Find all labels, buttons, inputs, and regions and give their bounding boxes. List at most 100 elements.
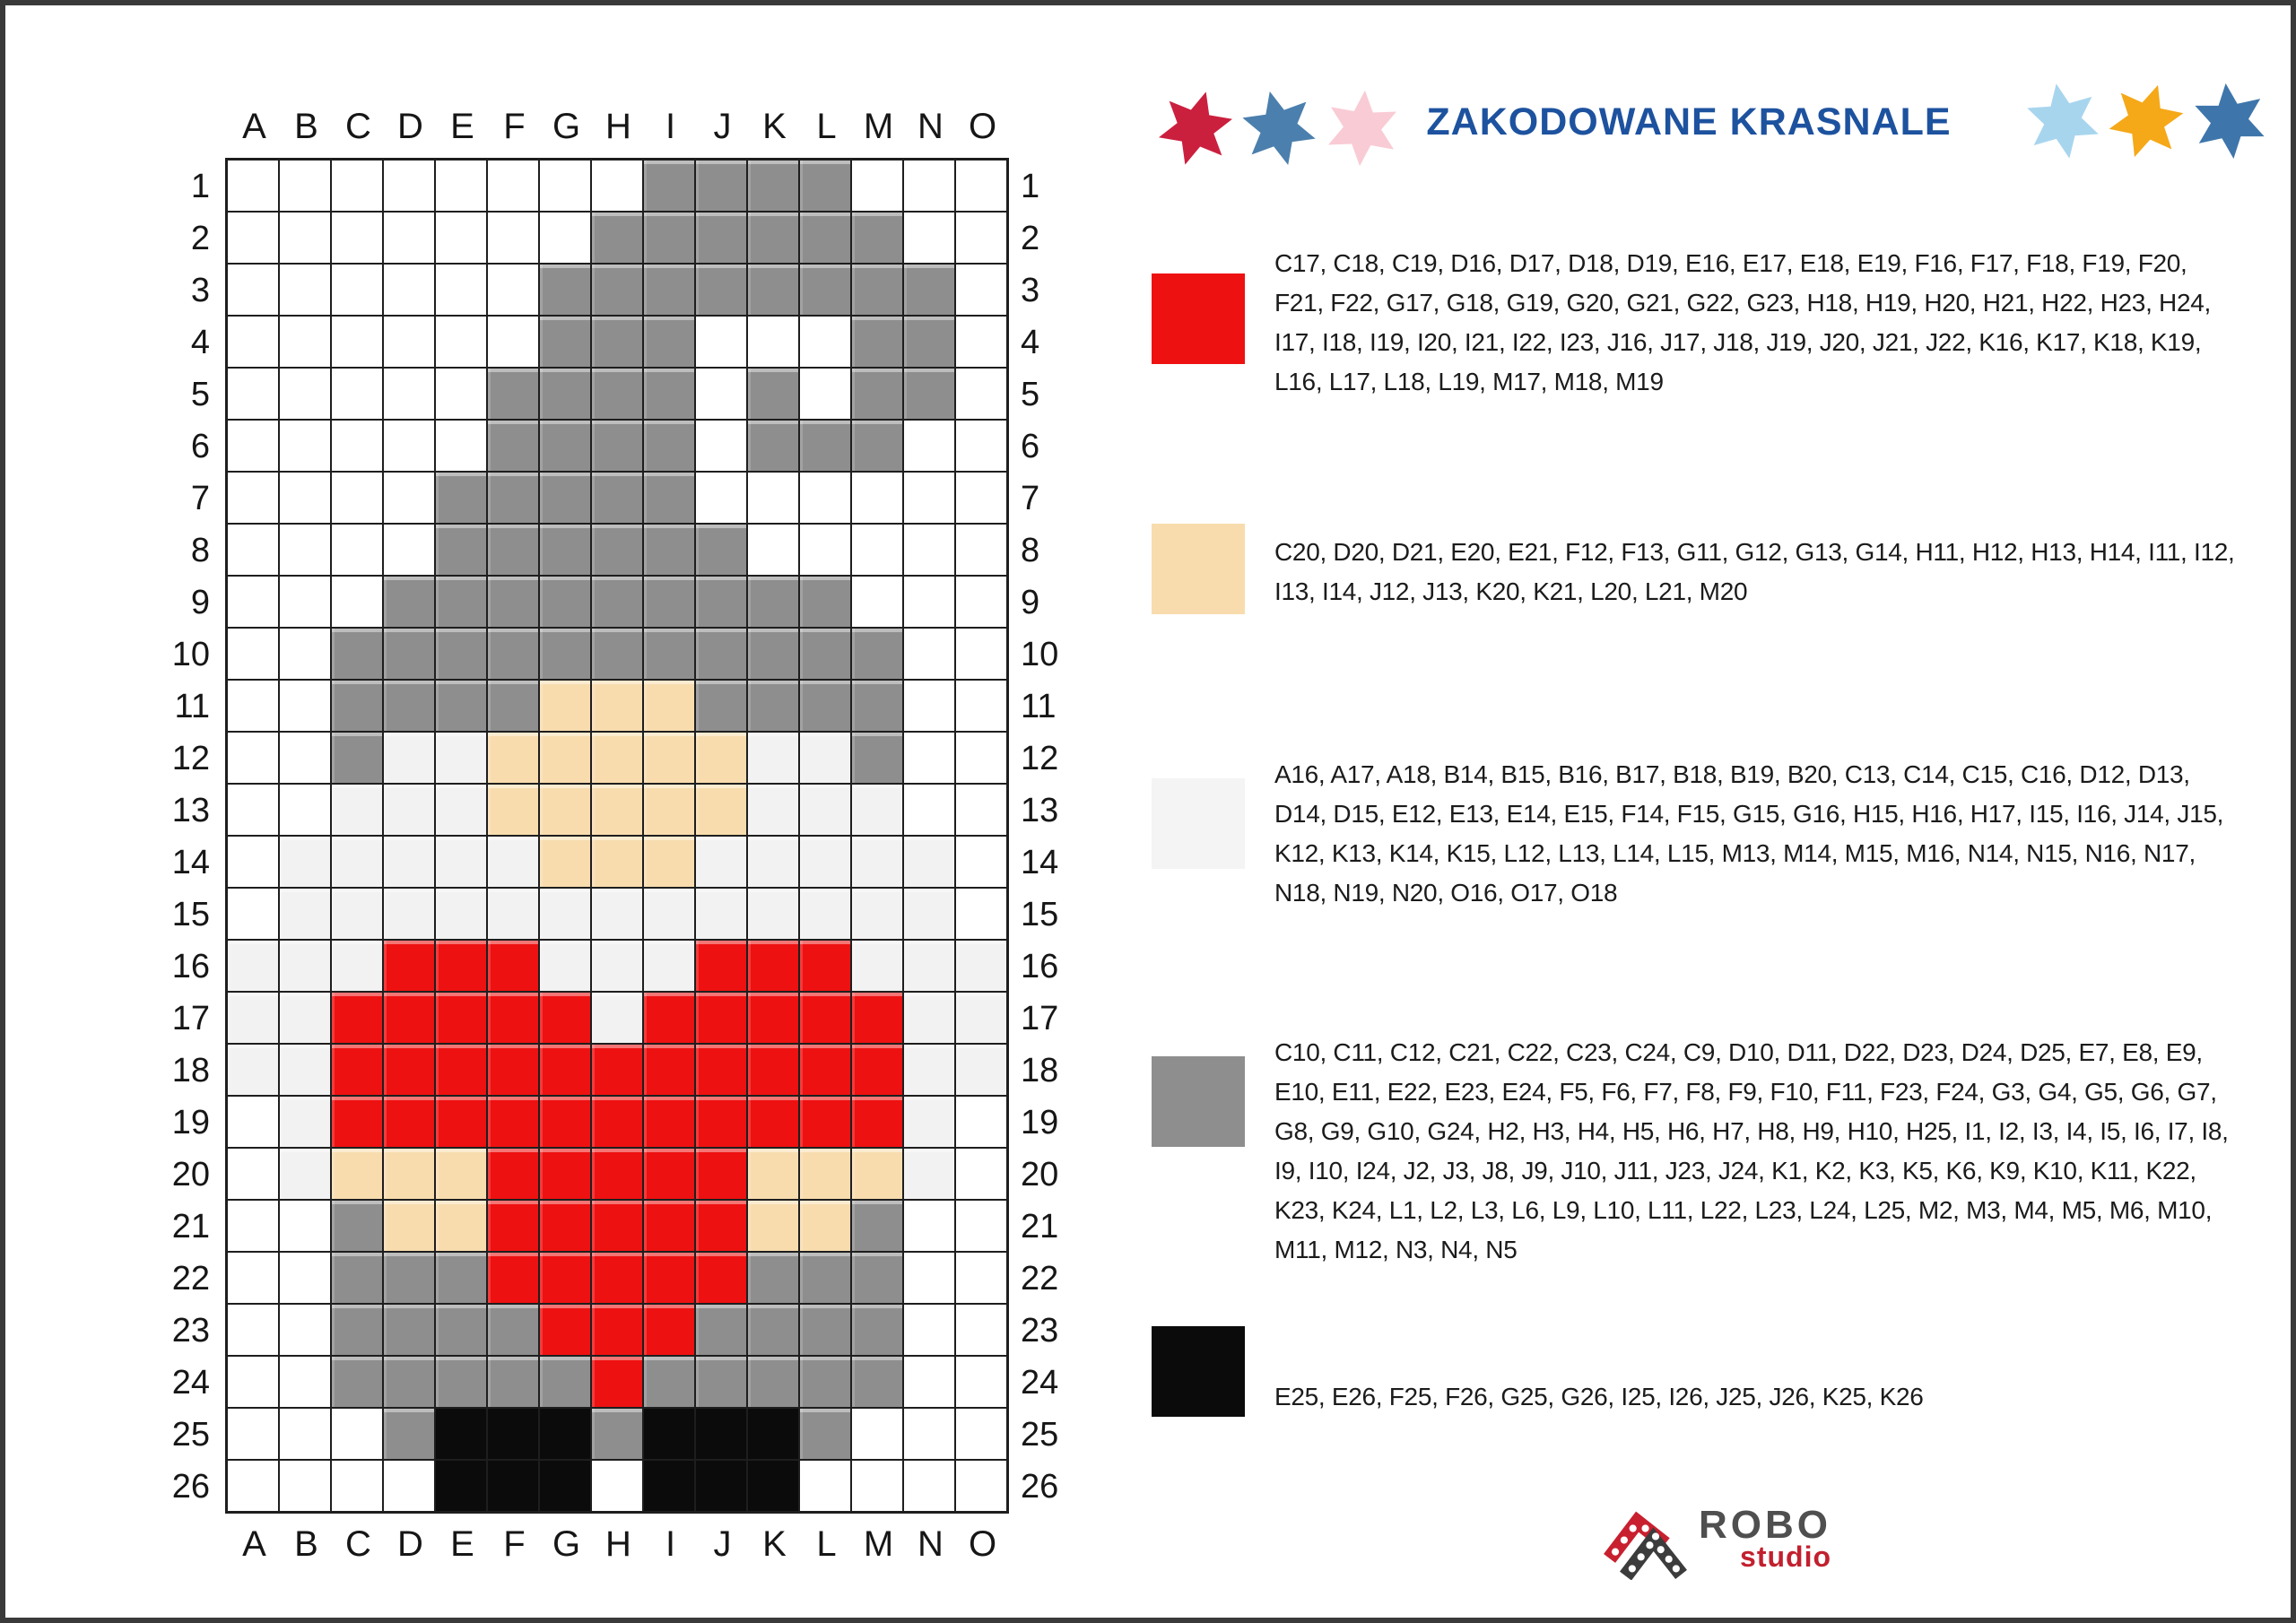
row-number-12: 12 <box>171 739 210 777</box>
grid-cell-L20 <box>800 1149 850 1199</box>
grid-cell-I2 <box>644 213 694 263</box>
grid-cell-G1 <box>540 161 590 211</box>
grid-cell-A24 <box>228 1357 278 1407</box>
grid-cell-H13 <box>592 785 642 835</box>
row-number-19: 19 <box>1021 1103 1059 1141</box>
grid-cell-J26 <box>696 1461 746 1511</box>
grid-cell-D9 <box>384 577 434 627</box>
row-number-20: 20 <box>171 1155 210 1193</box>
grid-cell-I15 <box>644 889 694 939</box>
grid-cell-E2 <box>436 213 486 263</box>
grid-cell-K11 <box>748 681 798 731</box>
row-number-3: 3 <box>1021 271 1040 309</box>
legend-row-red: C17, C18, C19, D16, D17, D18, D19, E16, … <box>1152 249 2239 402</box>
grid-cell-O19 <box>956 1097 1006 1147</box>
grid-cell-O14 <box>956 837 1006 887</box>
grid-cell-C9 <box>332 577 382 627</box>
grid-cell-O25 <box>956 1409 1006 1459</box>
grid-cell-J25 <box>696 1409 746 1459</box>
column-letter-F: F <box>503 107 525 146</box>
column-letter-I: I <box>665 107 675 146</box>
grid-cell-D7 <box>384 473 434 523</box>
star-orange <box>2109 84 2184 158</box>
grid-cell-O26 <box>956 1461 1006 1511</box>
grid-cell-A22 <box>228 1253 278 1303</box>
column-letter-N: N <box>918 1524 944 1564</box>
grid-cell-J16 <box>696 941 746 991</box>
grid-cell-H17 <box>592 993 642 1043</box>
grid-cell-G19 <box>540 1097 590 1147</box>
grid-cell-F16 <box>488 941 538 991</box>
page-title: ZAKODOWANE KRASNALE <box>1426 100 1952 143</box>
grid-cell-E15 <box>436 889 486 939</box>
column-letter-L: L <box>816 107 836 146</box>
row-number-10: 10 <box>171 635 210 673</box>
grid-cell-G2 <box>540 213 590 263</box>
grid-cell-A25 <box>228 1409 278 1459</box>
row-number-7: 7 <box>1021 479 1040 517</box>
row-number-2: 2 <box>1021 219 1040 257</box>
grid-cell-K21 <box>748 1201 798 1251</box>
grid-cell-A7 <box>228 473 278 523</box>
column-letter-K: K <box>762 1524 787 1564</box>
grid-cell-C3 <box>332 265 382 315</box>
grid-cell-I16 <box>644 941 694 991</box>
grid-cell-A20 <box>228 1149 278 1199</box>
grid-cell-D12 <box>384 733 434 783</box>
grid-cell-I24 <box>644 1357 694 1407</box>
grid-cell-K22 <box>748 1253 798 1303</box>
grid-cell-E19 <box>436 1097 486 1147</box>
column-letter-M: M <box>863 1524 893 1564</box>
column-letter-M: M <box>863 107 893 146</box>
grid-cell-B9 <box>280 577 330 627</box>
grid-cell-A11 <box>228 681 278 731</box>
grid-cell-N15 <box>904 889 954 939</box>
grid-cell-C17 <box>332 993 382 1043</box>
legend-swatch-black <box>1152 1326 1245 1417</box>
column-letter-J: J <box>713 1524 732 1564</box>
grid-cell-L7 <box>800 473 850 523</box>
row-number-5: 5 <box>1021 375 1040 413</box>
grid-cell-H18 <box>592 1045 642 1095</box>
legend-row-light: A16, A17, A18, B14, B15, B16, B17, B18, … <box>1152 760 2239 913</box>
grid-cell-A4 <box>228 317 278 367</box>
grid-cell-O24 <box>956 1357 1006 1407</box>
grid-cell-M3 <box>852 265 902 315</box>
row-number-22: 22 <box>171 1259 210 1298</box>
grid-cell-K13 <box>748 785 798 835</box>
grid-cell-G16 <box>540 941 590 991</box>
grid-cell-G6 <box>540 421 590 471</box>
grid-cell-G4 <box>540 317 590 367</box>
grid-cell-K19 <box>748 1097 798 1147</box>
grid-cell-K9 <box>748 577 798 627</box>
grid-cell-J1 <box>696 161 746 211</box>
row-numbers-right: 1 2 3 4 5 6 7 8 9 10 11 12 13 14 15 16 17 18 19 20 21 22 23 24 2… <box>1021 161 1100 1513</box>
grid-cell-F20 <box>488 1149 538 1199</box>
grid-cell-C7 <box>332 473 382 523</box>
row-number-23: 23 <box>171 1311 210 1350</box>
grid-cell-A19 <box>228 1097 278 1147</box>
grid-cell-L5 <box>800 369 850 419</box>
robo-studio-logo: ROBO studio <box>1604 1505 1831 1580</box>
grid-cell-E25 <box>436 1409 486 1459</box>
grid-cell-C2 <box>332 213 382 263</box>
grid-cell-J20 <box>696 1149 746 1199</box>
grid-cell-H24 <box>592 1357 642 1407</box>
column-letter-O: O <box>968 107 996 146</box>
grid-cell-J6 <box>696 421 746 471</box>
grid-cell-O23 <box>956 1305 1006 1355</box>
grid-cell-B5 <box>280 369 330 419</box>
grid-cell-M18 <box>852 1045 902 1095</box>
grid-cell-J22 <box>696 1253 746 1303</box>
grid-cell-J21 <box>696 1201 746 1251</box>
grid-cell-I10 <box>644 629 694 679</box>
grid-cell-B21 <box>280 1201 330 1251</box>
grid-cell-I14 <box>644 837 694 887</box>
grid-cell-C6 <box>332 421 382 471</box>
grid-cell-O18 <box>956 1045 1006 1095</box>
legend-cells-red: C17, C18, C19, D16, D17, D18, D19, E16, … <box>1274 249 2211 395</box>
grid-cell-J9 <box>696 577 746 627</box>
grid-cell-D24 <box>384 1357 434 1407</box>
grid-cell-O5 <box>956 369 1006 419</box>
grid-cell-N9 <box>904 577 954 627</box>
